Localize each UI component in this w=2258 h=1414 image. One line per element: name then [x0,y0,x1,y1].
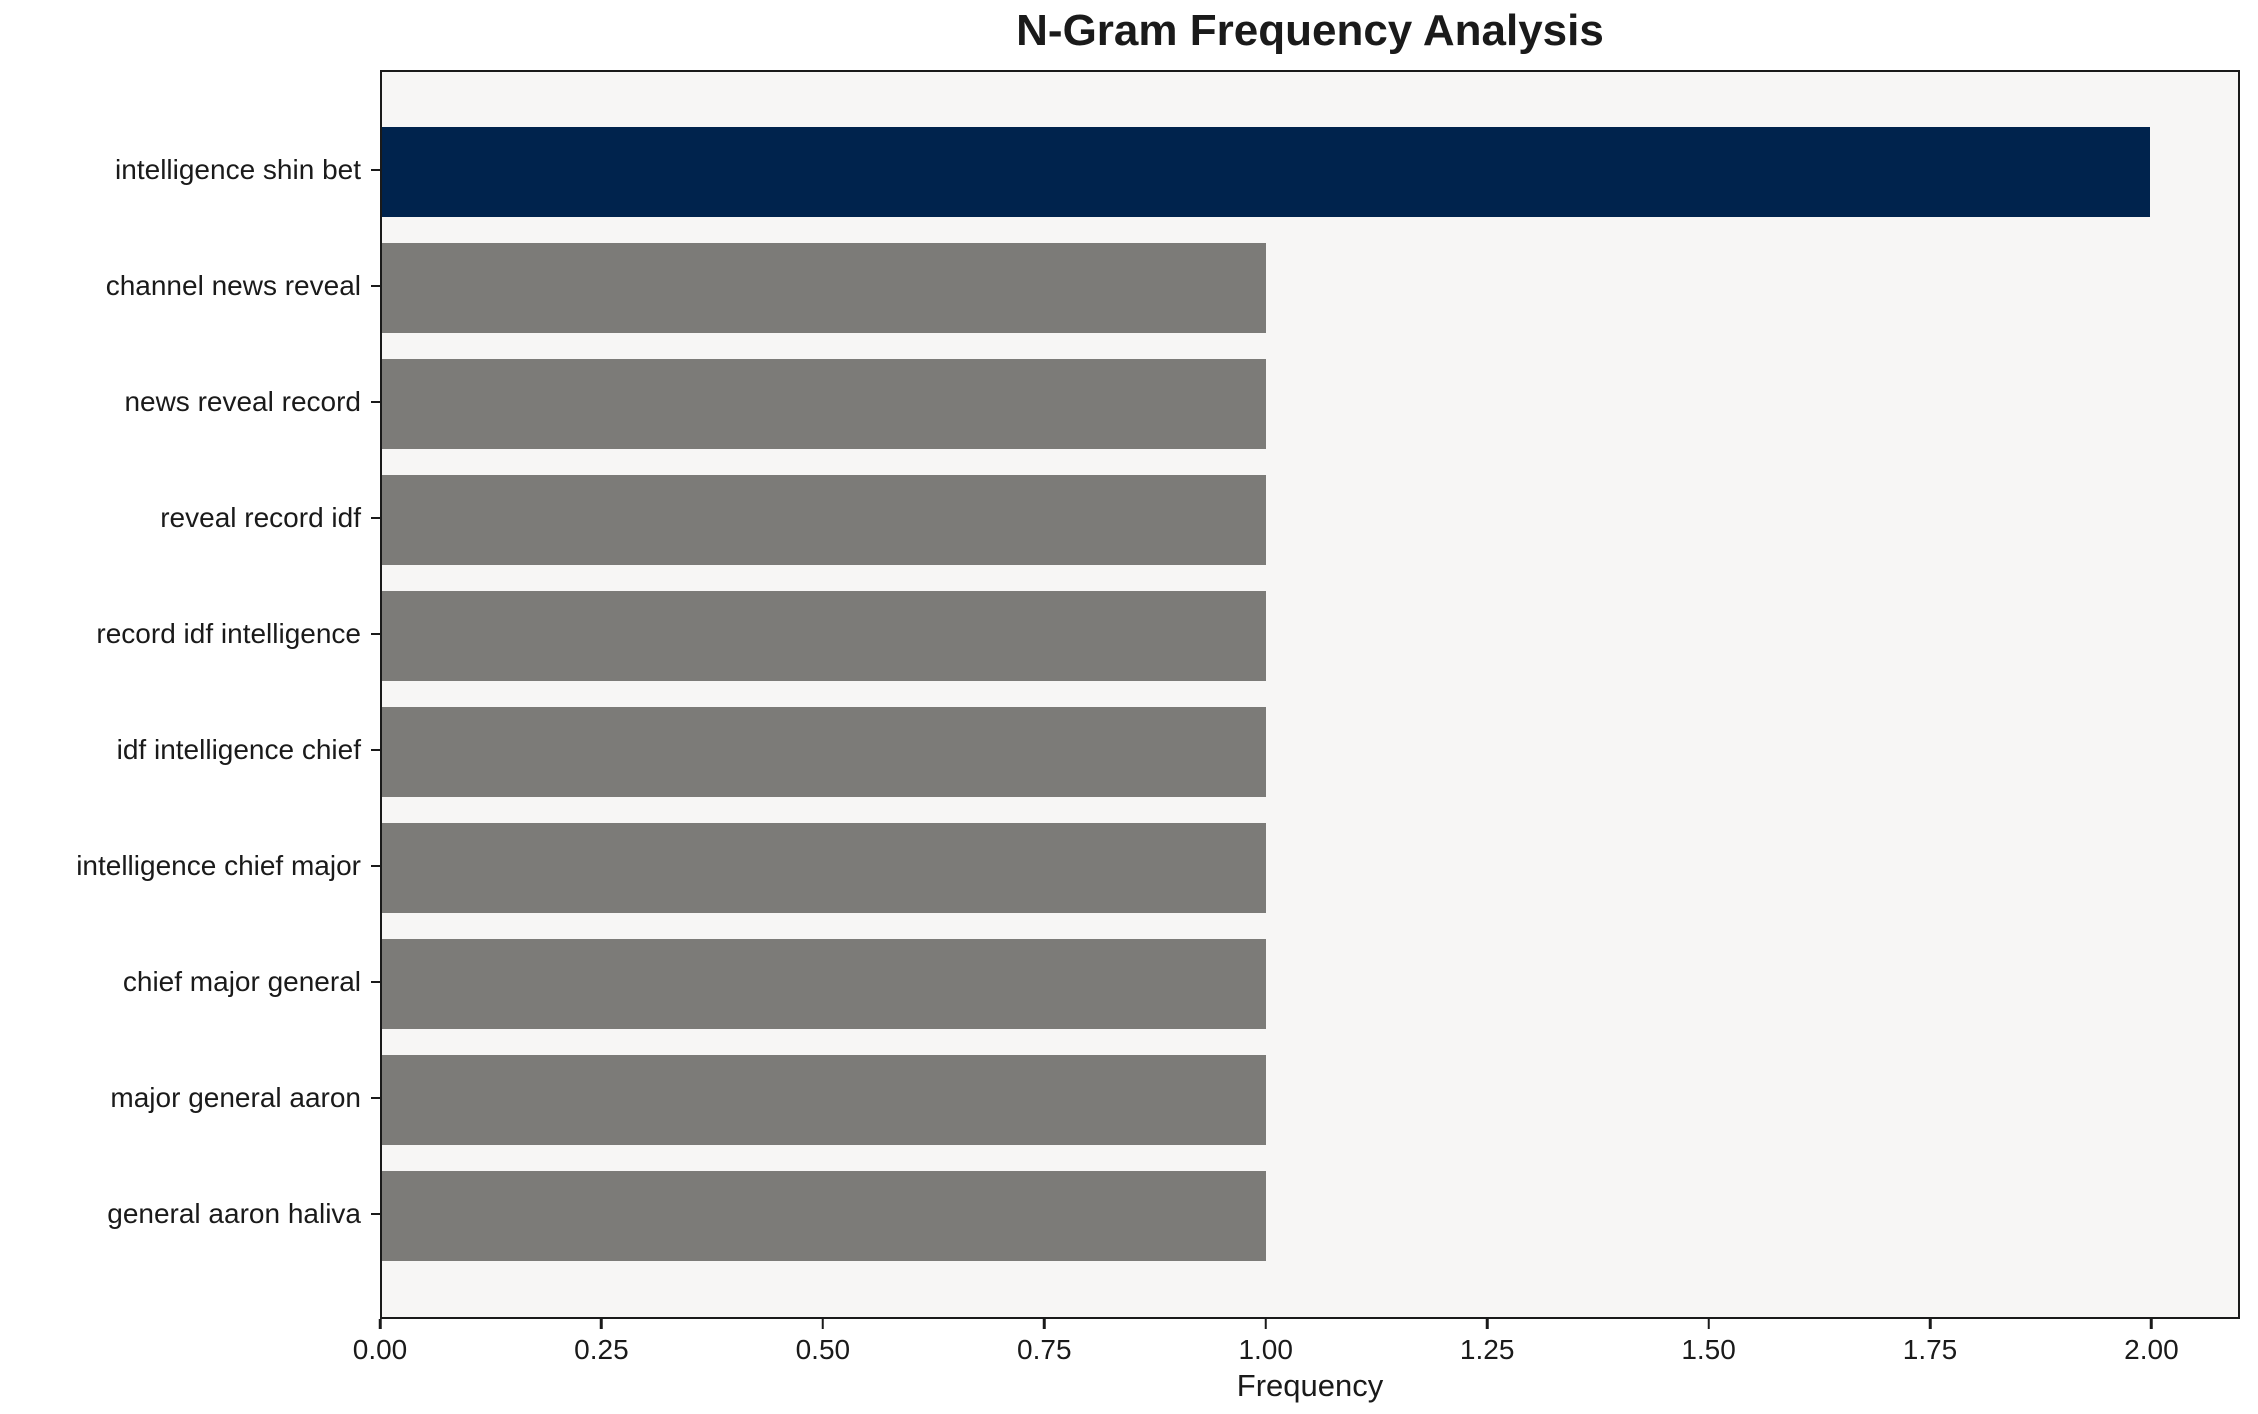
y-axis-label: idf intelligence chief [116,734,361,765]
bar [382,707,1266,797]
x-tick-mark [600,1319,603,1329]
x-tick: 0.75 [1017,1319,1072,1366]
bar-row [382,823,2238,913]
x-tick-mark [1043,1319,1046,1329]
x-axis: 0.00 0.25 0.50 0.75 1.00 1.25 1.50 1.75 2.00 [353,1319,2240,1379]
x-tick-label: 0.75 [1017,1334,1072,1365]
bar [382,243,1266,333]
y-axis: intelligence shin bet channel news reveal… [0,70,380,1319]
bar [382,359,1266,449]
y-tick-mark [371,748,380,752]
x-tick-mark [1707,1319,1710,1329]
bar [382,127,2150,217]
y-tick-mark [371,168,380,172]
x-tick: 1.00 [1238,1319,1293,1366]
bar-row [382,939,2238,1029]
bar-row [382,1055,2238,1145]
y-tick-mark [371,1212,380,1216]
x-tick-label: 0.25 [574,1334,629,1365]
bar [382,1171,1266,1261]
y-axis-label: intelligence shin bet [115,154,361,185]
x-tick-mark [2150,1319,2153,1329]
x-tick-label: 2.00 [2124,1334,2179,1365]
bar-row [382,359,2238,449]
x-tick-mark [1264,1319,1267,1329]
x-axis-title: Frequency [1236,1368,1384,1403]
bar-row [382,475,2238,565]
bar [382,591,1266,681]
y-axis-label: major general aaron [110,1082,361,1113]
x-tick-label: 0.00 [352,1334,408,1365]
x-tick-mark [1485,1319,1489,1329]
y-axis-label: chief major general [122,966,361,997]
y-axis-label: news reveal record [124,386,361,417]
plot-area [380,70,2240,1319]
bar [382,475,1266,565]
y-label-row: major general aaron [0,1053,380,1143]
x-tick-label: 0.50 [795,1334,851,1365]
y-label-row: general aaron haliva [0,1169,380,1259]
y-tick-mark [371,864,380,868]
x-tick-label: 1.75 [1902,1334,1958,1365]
y-label-row: chief major general [0,937,380,1027]
x-tick-mark [821,1319,825,1329]
y-axis-label: general aaron haliva [107,1198,361,1229]
y-label-row: intelligence shin bet [0,125,380,215]
x-tick-label: 1.50 [1681,1334,1736,1365]
x-tick-mark [378,1319,382,1329]
bar-row [382,591,2238,681]
y-tick-mark [371,400,380,404]
y-label-row: record idf intelligence [0,589,380,679]
y-axis-label: intelligence chief major [76,850,361,881]
x-tick: 0.00 [352,1319,408,1366]
x-tick-label: 1.00 [1238,1334,1293,1365]
x-tick: 1.75 [1902,1319,1958,1366]
bar [382,823,1266,913]
x-tick-mark [1928,1319,1932,1329]
bar [382,939,1266,1029]
x-tick: 2.00 [2124,1319,2179,1366]
bar-row [382,707,2238,797]
bar-row [382,243,2238,333]
y-tick-mark [371,632,380,636]
chart-title: N-Gram Frequency Analysis [1016,6,1604,55]
x-tick: 0.25 [574,1319,629,1366]
y-tick-mark [371,980,380,984]
y-label-row: intelligence chief major [0,821,380,911]
bar [382,1055,1266,1145]
x-tick: 1.25 [1459,1319,1515,1366]
y-axis-label: reveal record idf [160,502,361,533]
x-tick: 0.50 [795,1319,851,1366]
y-label-row: reveal record idf [0,473,380,563]
y-label-row: news reveal record [0,357,380,447]
y-tick-mark [371,516,380,520]
y-axis-label: channel news reveal [105,270,361,301]
y-tick-mark [371,284,380,288]
bar-row [382,127,2238,217]
y-label-row: idf intelligence chief [0,705,380,795]
x-tick: 1.50 [1681,1319,1736,1366]
y-axis-label: record idf intelligence [96,618,361,649]
bar-row [382,1171,2238,1261]
y-tick-mark [371,1096,380,1100]
y-label-row: channel news reveal [0,241,380,331]
x-tick-label: 1.25 [1459,1334,1515,1365]
